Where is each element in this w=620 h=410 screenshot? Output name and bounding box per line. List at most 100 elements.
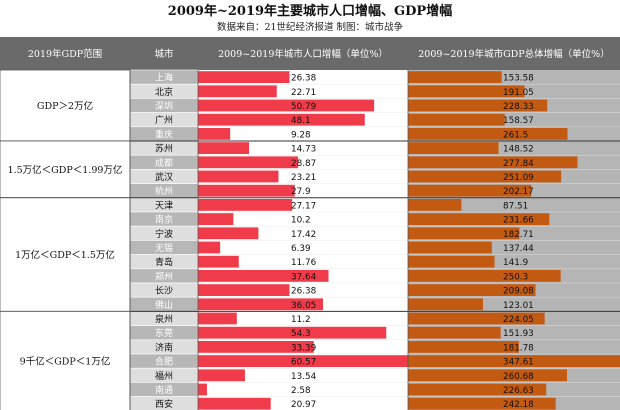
gdp-value-label: 141.9	[503, 258, 528, 268]
city-label: 宁波	[155, 228, 173, 240]
gdp-value-label: 228.33	[503, 102, 534, 112]
city-label: 南京	[155, 214, 173, 226]
gdp-value-label: 226.63	[503, 386, 534, 396]
gdp-bar	[408, 341, 519, 353]
gdp-value-label: 182.71	[503, 230, 534, 240]
gdp-bar	[408, 213, 550, 225]
gdp-bar	[408, 312, 545, 325]
gdp-value-label: 148.52	[503, 145, 534, 155]
pop-value-label: 13.54	[291, 372, 317, 382]
header-city: 城市	[154, 48, 174, 60]
gdp-value-label: 231.66	[503, 216, 534, 226]
pop-value-label: 10.2	[291, 216, 311, 226]
pop-bar	[198, 142, 250, 154]
gdp-bar	[408, 255, 495, 268]
pop-value-label: 2.58	[291, 386, 311, 396]
pop-bar	[198, 213, 234, 225]
group-label: 1.5万亿＜GDP＜1.99万亿	[8, 164, 123, 176]
gdp-bar	[408, 355, 620, 367]
gdp-value-label: 202.17	[503, 187, 534, 197]
pop-bar	[198, 383, 207, 396]
pop-value-label: 54.3	[291, 329, 311, 339]
pop-bar	[198, 227, 259, 240]
city-label: 无锡	[155, 243, 173, 254]
gdp-value-label: 153.58	[503, 74, 534, 84]
gdp-bar	[408, 383, 547, 396]
table-body: 上海 26.38 153.58 北京 22.71 191.05 深圳 50.79 228.33 广…	[0, 69, 620, 410]
gdp-bar	[408, 71, 502, 83]
pop-value-label: 11.2	[291, 315, 311, 325]
gdp-bar	[408, 156, 578, 169]
gdp-value-label: 260.68	[503, 372, 534, 382]
pop-value-label: 27.17	[291, 201, 316, 211]
gdp-bar	[408, 113, 505, 126]
pop-bar	[198, 397, 271, 410]
gdp-bar	[408, 99, 548, 112]
pop-value-label: 20.97	[291, 400, 316, 410]
pop-bar	[198, 113, 365, 126]
pop-bar	[198, 255, 239, 268]
pop-value-label: 9.28	[291, 130, 311, 140]
pop-value-label: 60.57	[291, 358, 316, 368]
pop-bar	[198, 341, 314, 353]
gdp-bar	[408, 284, 536, 296]
city-label: 南通	[155, 384, 173, 396]
group-cell	[0, 140, 131, 199]
pop-value-label: 36.05	[291, 301, 316, 311]
pop-bar	[198, 241, 221, 254]
city-label: 佛山	[155, 299, 173, 311]
group-label: 9千亿＜GDP＜1万亿	[20, 356, 111, 368]
pop-bar	[198, 284, 290, 296]
gdp-value-label: 209.08	[503, 287, 534, 297]
gdp-bar	[408, 184, 532, 197]
group-label: 1万亿＜GDP＜1.5万亿	[15, 249, 115, 261]
pop-bar	[198, 326, 387, 339]
city-label: 西安	[155, 398, 173, 410]
gdp-value-label: 191.05	[503, 88, 534, 98]
gdp-value-label: 181.78	[503, 343, 534, 353]
group-cell	[0, 310, 131, 410]
gdp-value-label: 261.5	[503, 130, 528, 140]
city-label: 广州	[155, 114, 173, 126]
gdp-bar	[408, 326, 501, 339]
pop-value-label: 27.9	[291, 187, 311, 197]
gdp-bar	[408, 85, 525, 98]
group-cell	[0, 197, 131, 312]
city-label: 天津	[155, 200, 173, 211]
pop-value-label: 28.87	[291, 159, 316, 169]
pop-value-label: 26.38	[291, 287, 316, 297]
gdp-bar	[408, 199, 462, 211]
pop-bar	[198, 128, 231, 140]
city-label: 郑州	[155, 270, 173, 282]
pop-bar	[198, 270, 329, 282]
city-label: 上海	[155, 72, 173, 84]
pop-value-label: 26.38	[291, 74, 316, 84]
pop-bar	[198, 369, 245, 382]
gdp-bar	[408, 170, 562, 183]
city-label: 苏州	[155, 143, 173, 155]
gdp-value-label: 123.01	[503, 301, 534, 311]
city-label: 福州	[155, 370, 173, 382]
gdp-bar	[408, 227, 520, 240]
city-label: 杭州	[155, 185, 173, 197]
gdp-value-label: 251.09	[503, 173, 534, 183]
pop-bar	[198, 312, 237, 325]
gdp-value-label: 87.51	[503, 201, 528, 211]
header-pop-growth: 2009~2019年城市人口增幅（单位%）	[218, 48, 388, 60]
pop-value-label: 37.64	[291, 272, 317, 282]
header-gdp-growth: 2009~2019年城市GDP总体增幅（单位%）	[418, 48, 609, 60]
city-label: 深圳	[155, 101, 173, 112]
chart-title: 2009年~2019年主要城市人口增幅、GDP增幅	[168, 3, 452, 19]
gdp-value-label: 224.05	[503, 315, 534, 325]
pop-bar	[198, 199, 293, 211]
pop-value-label: 6.39	[291, 244, 311, 254]
city-label: 合肥	[155, 356, 173, 368]
city-label: 济南	[155, 341, 173, 353]
pop-value-label: 33.39	[291, 343, 316, 353]
header-row: 2019年GDP范围 城市 2009~2019年城市人口增幅（单位%） 2009…	[0, 37, 620, 70]
gdp-bar	[408, 369, 567, 382]
city-label: 青岛	[155, 256, 173, 268]
city-label: 重庆	[155, 128, 173, 140]
